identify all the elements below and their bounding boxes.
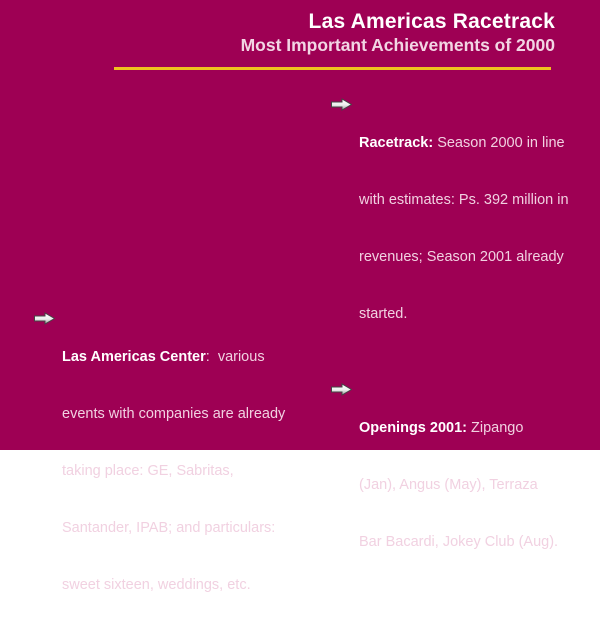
- bullet-line: started.: [359, 306, 408, 322]
- right-arrow-bullet-icon: [331, 383, 352, 396]
- bullet-text: Racetrack: Season 2000 in line with esti…: [359, 96, 569, 362]
- bullet-line-rest: : various: [205, 349, 265, 365]
- bullet-line: Racetrack: Season 2000 in line: [359, 134, 569, 153]
- bullet-line: taking place: GE, Sabritas,: [62, 463, 234, 479]
- bullet-item-openings: Openings 2001: Zipango (Jan), Angus (May…: [331, 381, 586, 590]
- bullet-line: revenues; Season 2001 already: [359, 249, 564, 265]
- bullet-list-right: Racetrack: Season 2000 in line with esti…: [331, 96, 586, 590]
- bullet-text: Openings 2001: Zipango (Jan), Angus (May…: [359, 381, 558, 590]
- bullet-line: (Jan), Angus (May), Terraza: [359, 477, 538, 493]
- presentation-slide: Las Americas Racetrack Most Important Ac…: [0, 0, 600, 593]
- bullet-lead: Las Americas Center: [62, 349, 206, 365]
- slide-title: Las Americas Racetrack: [308, 10, 555, 33]
- bullet-list-left: Las Americas Center: various events with…: [34, 310, 329, 633]
- slide-subtitle: Most Important Achievements of 2000: [240, 35, 555, 55]
- bullet-line: Santander, IPAB; and particulars:: [62, 520, 276, 536]
- bullet-line-rest: Zipango: [466, 420, 524, 436]
- bullet-line: with estimates: Ps. 392 million in: [359, 192, 569, 208]
- bullet-line-rest: Season 2000 in line: [433, 135, 565, 151]
- right-arrow-bullet-icon: [34, 312, 55, 325]
- bullet-lead: Racetrack:: [359, 135, 434, 151]
- bullet-line: events with companies are already: [62, 406, 286, 422]
- right-arrow-bullet-icon: [331, 98, 352, 111]
- bullet-line: sweet sixteen, weddings, etc.: [62, 577, 251, 593]
- bullet-item-las-americas-center: Las Americas Center: various events with…: [34, 310, 329, 633]
- bullet-text: Las Americas Center: various events with…: [62, 310, 285, 633]
- bullet-line: Las Americas Center: various: [62, 348, 285, 367]
- bullet-lead: Openings 2001:: [359, 420, 467, 436]
- title-divider-line: [114, 67, 551, 70]
- bullet-line: Openings 2001: Zipango: [359, 419, 558, 438]
- slide-header: Las Americas Racetrack Most Important Ac…: [241, 9, 555, 56]
- bullet-line: Bar Bacardi, Jokey Club (Aug).: [359, 534, 559, 550]
- bullet-item-racetrack: Racetrack: Season 2000 in line with esti…: [331, 96, 586, 362]
